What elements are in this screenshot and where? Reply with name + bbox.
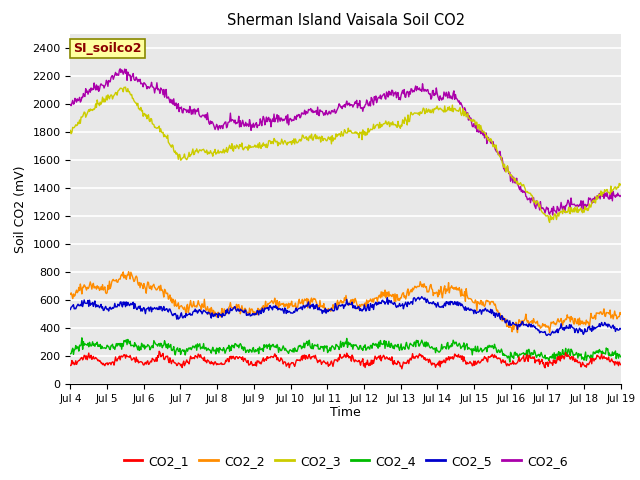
- Line: CO2_6: CO2_6: [70, 69, 621, 215]
- CO2_5: [543, 333, 550, 338]
- Line: CO2_3: CO2_3: [70, 87, 621, 222]
- CO2_3: [190, 152, 198, 157]
- CO2_4: [190, 344, 198, 349]
- CO2_6: [116, 66, 124, 72]
- CO2_6: [219, 126, 227, 132]
- CO2_3: [134, 100, 141, 106]
- CO2_5: [133, 307, 141, 312]
- CO2_2: [617, 312, 625, 317]
- Line: CO2_1: CO2_1: [70, 351, 621, 369]
- CO2_4: [506, 359, 514, 365]
- CO2_4: [219, 348, 227, 354]
- CO2_1: [617, 362, 625, 368]
- CO2_2: [514, 330, 522, 336]
- CO2_5: [429, 299, 437, 305]
- CO2_2: [125, 269, 132, 275]
- CO2_3: [546, 219, 554, 225]
- CO2_3: [77, 120, 84, 126]
- CO2_6: [134, 79, 141, 84]
- CO2_6: [67, 102, 74, 108]
- CO2_2: [429, 293, 437, 299]
- CO2_2: [77, 281, 84, 287]
- CO2_3: [429, 110, 437, 116]
- CO2_5: [218, 314, 226, 320]
- CO2_6: [617, 193, 625, 199]
- CO2_4: [429, 346, 437, 352]
- CO2_3: [219, 148, 227, 154]
- CO2_6: [549, 212, 557, 218]
- CO2_6: [77, 99, 84, 105]
- CO2_1: [77, 356, 84, 362]
- CO2_1: [398, 366, 406, 372]
- Line: CO2_5: CO2_5: [70, 297, 621, 336]
- CO2_1: [156, 348, 163, 354]
- CO2_4: [77, 343, 84, 348]
- Title: Sherman Island Vaisala Soil CO2: Sherman Island Vaisala Soil CO2: [227, 13, 465, 28]
- CO2_5: [67, 307, 74, 312]
- CO2_1: [190, 355, 198, 360]
- CO2_1: [430, 360, 438, 366]
- CO2_5: [77, 302, 84, 308]
- CO2_2: [413, 284, 421, 289]
- CO2_1: [414, 355, 422, 361]
- CO2_3: [617, 181, 625, 187]
- CO2_2: [134, 280, 141, 286]
- Line: CO2_4: CO2_4: [70, 338, 621, 362]
- CO2_5: [617, 326, 625, 332]
- CO2_6: [429, 87, 437, 93]
- CO2_4: [67, 351, 74, 357]
- CO2_3: [413, 110, 421, 116]
- CO2_5: [189, 309, 196, 315]
- CO2_5: [418, 294, 426, 300]
- CO2_4: [134, 347, 141, 353]
- CO2_3: [67, 128, 74, 133]
- Text: SI_soilco2: SI_soilco2: [73, 42, 141, 55]
- CO2_6: [190, 107, 198, 113]
- CO2_1: [133, 359, 141, 364]
- CO2_2: [67, 291, 74, 297]
- CO2_3: [122, 84, 129, 90]
- CO2_4: [413, 339, 421, 345]
- CO2_1: [67, 362, 74, 368]
- CO2_4: [78, 335, 86, 341]
- CO2_4: [617, 354, 625, 360]
- Y-axis label: Soil CO2 (mV): Soil CO2 (mV): [14, 165, 27, 252]
- CO2_2: [219, 313, 227, 319]
- Line: CO2_2: CO2_2: [70, 272, 621, 333]
- CO2_5: [413, 297, 420, 302]
- CO2_1: [219, 361, 227, 367]
- CO2_6: [413, 84, 421, 90]
- X-axis label: Time: Time: [330, 407, 361, 420]
- CO2_2: [190, 299, 198, 304]
- Legend: CO2_1, CO2_2, CO2_3, CO2_4, CO2_5, CO2_6: CO2_1, CO2_2, CO2_3, CO2_4, CO2_5, CO2_6: [118, 450, 573, 473]
